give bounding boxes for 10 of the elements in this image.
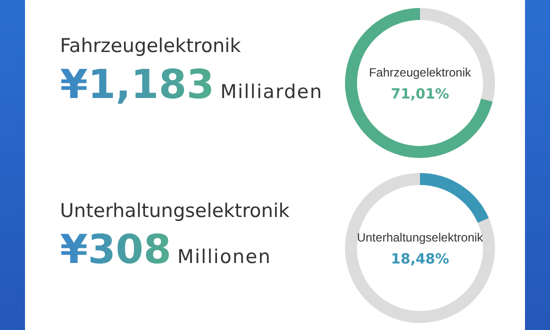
text: Fahrzeugelektronik [60, 35, 241, 57]
text: Milliarden [220, 81, 323, 103]
data-label: 71,01% [390, 86, 450, 103]
data-label: 18,48% [390, 252, 450, 268]
slice-label: Unterhaltungselektronik [356, 230, 484, 244]
text: ¥1,183 [60, 62, 214, 108]
text: Unterhaltungselektronik [60, 200, 290, 222]
text: ¥308 [60, 227, 172, 273]
text: Millionen [177, 246, 272, 268]
slice-label: Fahrzeugelektronik [368, 65, 472, 80]
